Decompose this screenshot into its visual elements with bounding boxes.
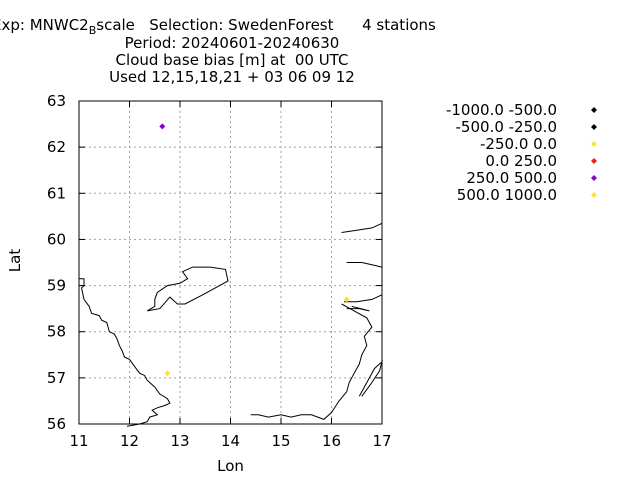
legend: -1000.0 -500.0-500.0 -250.0-250.0 0.00.0…	[446, 101, 597, 204]
coastline	[346, 305, 370, 312]
legend-marker	[591, 107, 597, 113]
coastline	[79, 278, 171, 427]
header-exp-line: Exp: MNWC2Bscale Selection: SwedenForest…	[0, 16, 632, 40]
x-tick-label: 13	[170, 432, 189, 450]
coastline	[146, 266, 229, 312]
x-tick-label: 11	[69, 432, 88, 450]
y-tick-label: 60	[47, 230, 66, 248]
x-tick-label: 17	[372, 432, 391, 450]
y-tick-label: 62	[47, 138, 66, 156]
x-tick-label: 14	[221, 432, 240, 450]
coastline	[358, 360, 383, 397]
y-tick-label: 56	[47, 415, 66, 433]
coastline-layer	[79, 222, 383, 427]
grid-lines	[79, 101, 382, 424]
header-used: Used 12,15,18,21 + 03 06 09 12	[109, 68, 355, 86]
legend-marker	[591, 158, 597, 164]
legend-marker	[591, 192, 597, 198]
x-tick-label: 16	[322, 432, 341, 450]
y-axis-label: Lat	[6, 249, 24, 273]
x-tick-label: 12	[120, 432, 139, 450]
coastline	[346, 262, 383, 268]
data-point	[343, 296, 350, 303]
legend-marker	[591, 175, 597, 181]
header-exp-subscript: B	[88, 24, 97, 37]
data-point	[164, 370, 171, 377]
header-selection: Selection: SwedenForest	[149, 16, 334, 34]
legend-marker	[591, 124, 597, 130]
legend-label: 500.0 1000.0	[457, 186, 557, 204]
y-tick-label: 58	[47, 323, 66, 341]
header-period: Period: 20240601-20240630	[124, 34, 340, 52]
y-tick-label: 57	[47, 369, 66, 387]
x-tick-label: 15	[271, 432, 290, 450]
data-point	[159, 123, 166, 130]
data-points	[159, 123, 350, 377]
chart-title: Cloud base bias [m] at 00 UTC	[115, 51, 349, 69]
header-exp-label: Exp: MNWC2	[0, 16, 89, 34]
legend-label: -500.0 -250.0	[456, 118, 557, 136]
legend-label: -1000.0 -500.0	[446, 101, 557, 119]
header-stations: 4 stations	[362, 16, 436, 34]
y-tick-label: 59	[47, 277, 66, 295]
legend-label: -250.0 0.0	[480, 135, 557, 153]
x-axis-label: Lon	[217, 457, 244, 475]
header-exp-suffix: scale	[96, 16, 135, 34]
coastline	[250, 303, 373, 420]
coastline	[341, 222, 383, 233]
legend-marker	[591, 141, 597, 147]
legend-label: 0.0 250.0	[485, 152, 557, 170]
y-tick-label: 63	[47, 92, 66, 110]
y-tick-label: 61	[47, 184, 66, 202]
legend-label: 250.0 500.0	[466, 169, 557, 187]
axis-ticks: 11 12 13 14 15 16 17 56 57 58 59 60 61 62 63	[47, 92, 392, 450]
coastline	[344, 294, 383, 303]
